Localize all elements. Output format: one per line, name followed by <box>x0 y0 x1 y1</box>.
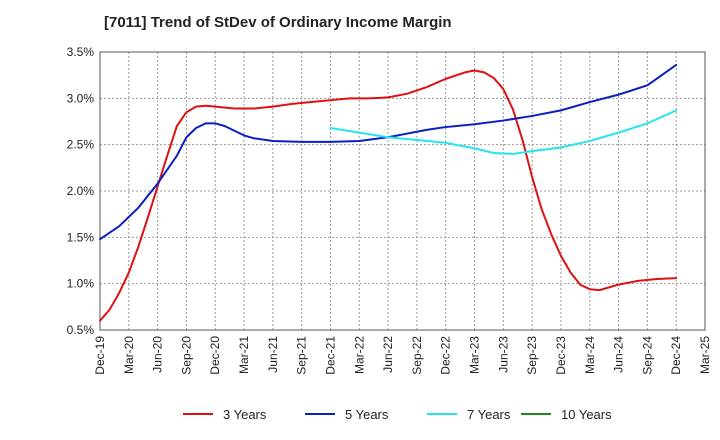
x-tick-label: Mar-23 <box>468 336 482 374</box>
x-tick-label: Jun-21 <box>266 336 280 373</box>
y-tick-label: 2.5% <box>67 138 95 152</box>
x-tick-label: Jun-22 <box>381 336 395 373</box>
x-tick-label: Mar-25 <box>698 336 712 374</box>
x-tick-label: Mar-24 <box>583 336 597 374</box>
plot-frame <box>99 51 706 331</box>
x-tick-label: Mar-21 <box>237 336 251 374</box>
x-tick-label: Dec-24 <box>669 336 683 375</box>
x-tick-label: Sep-20 <box>179 336 193 375</box>
y-tick-label: 3.0% <box>67 91 95 105</box>
x-tick-label: Dec-23 <box>554 336 568 375</box>
chart-title: [7011] Trend of StDev of Ordinary Income… <box>104 14 452 31</box>
x-tick-label: Mar-22 <box>352 336 366 374</box>
y-tick-label: 3.5% <box>67 45 95 59</box>
x-tick-label: Dec-21 <box>323 336 337 375</box>
x-tick-label: Jun-24 <box>612 336 626 373</box>
series-line-7-years <box>329 109 678 155</box>
legend-label: 10 Years <box>561 407 612 422</box>
legend-label: 5 Years <box>345 407 389 422</box>
x-tick-label: Sep-22 <box>410 336 424 375</box>
series-line-5-years <box>99 63 678 241</box>
x-tick-label: Dec-20 <box>208 336 222 375</box>
x-tick-label: Sep-23 <box>525 336 539 375</box>
x-tick-label: Jun-20 <box>151 336 165 373</box>
y-tick-label: 1.0% <box>67 277 95 291</box>
x-tick-label: Sep-21 <box>295 336 309 375</box>
y-tick-label: 2.0% <box>67 184 95 198</box>
y-tick-label: 1.5% <box>67 230 95 244</box>
x-tick-label: Dec-22 <box>439 336 453 375</box>
x-tick-label: Sep-24 <box>640 336 654 375</box>
x-tick-label: Mar-20 <box>122 336 136 374</box>
legend-label: 3 Years <box>223 407 267 422</box>
legend-label: 7 Years <box>467 407 511 422</box>
x-tick-label: Dec-19 <box>93 336 107 375</box>
x-tick-label: Jun-23 <box>496 336 510 373</box>
y-tick-label: 0.5% <box>67 323 95 337</box>
series-line-3-years <box>99 69 678 322</box>
